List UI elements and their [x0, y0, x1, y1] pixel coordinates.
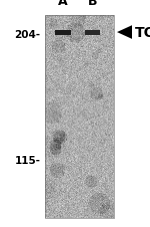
Bar: [85, 30, 100, 35]
Text: TOR: TOR: [135, 26, 150, 40]
Text: A: A: [58, 0, 68, 8]
Bar: [55, 30, 71, 35]
Text: 115-: 115-: [15, 155, 40, 165]
Bar: [45, 16, 114, 218]
Text: 204-: 204-: [14, 30, 40, 40]
Polygon shape: [117, 26, 132, 40]
Text: B: B: [88, 0, 98, 8]
